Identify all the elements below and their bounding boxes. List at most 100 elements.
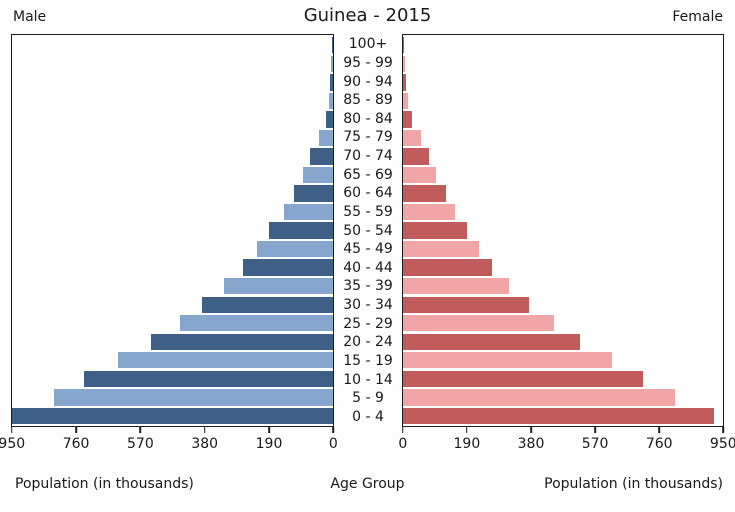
female-row-40-44 [403, 258, 723, 277]
age-group-caption: Age Group [330, 476, 405, 492]
bar-female-95-99 [403, 55, 405, 72]
female-axis-tick-label-0: 0 [398, 436, 408, 452]
bar-male-25-29 [179, 315, 333, 332]
male-axis-tick-label-570: 570 [127, 436, 154, 452]
female-axis-tick-label-380: 380 [517, 436, 545, 452]
bar-female-30-34 [403, 296, 529, 313]
age-label-40-44: 40 - 44 [343, 259, 393, 276]
bar-male-90-94 [330, 74, 333, 91]
bar-female-100+ [403, 37, 404, 54]
female-axis-tick-label-190: 190 [453, 436, 481, 452]
female-header-label: Female [672, 9, 723, 25]
female-row-35-39 [403, 277, 723, 296]
female-row-5-9 [403, 388, 723, 407]
bar-male-50-54 [269, 222, 333, 239]
male-bars [12, 35, 333, 426]
male-row-45-49 [12, 240, 333, 259]
bar-female-35-39 [403, 277, 510, 295]
male-axis-tick-mark-380 [203, 427, 206, 433]
bar-female-70-74 [403, 148, 429, 165]
female-row-70-74 [403, 147, 723, 166]
age-label-100+: 100+ [348, 36, 388, 53]
female-row-90-94 [403, 73, 723, 92]
female-axis-tick-mark-570 [594, 427, 596, 433]
bar-female-65-69 [403, 166, 436, 184]
bar-female-40-44 [403, 259, 492, 276]
male-axis-tick-label-950: 950 [0, 436, 26, 452]
male-row-30-34 [12, 295, 333, 314]
bar-male-40-44 [243, 259, 333, 276]
age-label-10-14: 10 - 14 [343, 371, 393, 388]
bar-female-15-19 [403, 352, 612, 369]
female-row-25-29 [403, 314, 723, 333]
male-row-70-74 [12, 147, 333, 166]
male-row-40-44 [12, 258, 333, 277]
female-row-45-49 [403, 240, 723, 259]
bar-female-45-49 [403, 240, 480, 258]
female-row-80-84 [403, 110, 723, 129]
bar-male-65-69 [302, 166, 333, 184]
age-label-30-34: 30 - 34 [343, 297, 393, 314]
female-bars [403, 35, 723, 426]
male-row-60-64 [12, 184, 333, 203]
male-row-80-84 [12, 110, 333, 129]
bar-female-10-14 [403, 370, 643, 388]
female-row-85-89 [403, 92, 723, 111]
female-axis-tick-mark-190 [466, 427, 468, 433]
male-row-95-99 [12, 55, 333, 74]
age-label-95-99: 95 - 99 [343, 54, 393, 71]
bar-female-20-24 [403, 333, 581, 350]
bar-female-90-94 [403, 74, 407, 91]
bar-male-55-59 [283, 203, 333, 221]
male-row-90-94 [12, 73, 333, 92]
female-row-95-99 [403, 55, 723, 74]
female-row-10-14 [403, 370, 723, 389]
bar-male-45-49 [257, 240, 333, 258]
male-axis-tick-mark-0 [332, 427, 335, 433]
bar-male-35-39 [223, 277, 333, 295]
bar-female-5-9 [403, 389, 676, 406]
age-label-80-84: 80 - 84 [343, 110, 393, 127]
female-row-15-19 [403, 351, 723, 370]
age-label-85-89: 85 - 89 [343, 92, 393, 109]
male-row-50-54 [12, 221, 333, 240]
age-label-65-69: 65 - 69 [343, 166, 393, 183]
age-label-50-54: 50 - 54 [343, 222, 393, 239]
age-label-75-79: 75 - 79 [343, 129, 393, 146]
bar-male-15-19 [118, 352, 333, 369]
male-row-100+ [12, 36, 333, 55]
male-axis-tick-mark-760 [75, 427, 77, 433]
bar-female-80-84 [403, 111, 413, 128]
bar-male-75-79 [318, 129, 333, 147]
female-axis-caption: Population (in thousands) [544, 476, 723, 492]
bar-female-85-89 [403, 92, 409, 110]
female-axis-tick-mark-0 [402, 427, 404, 433]
bar-male-30-34 [201, 296, 333, 313]
bar-male-5-9 [53, 389, 333, 406]
bar-male-70-74 [310, 148, 333, 165]
male-row-85-89 [12, 92, 333, 111]
bar-male-0-4 [12, 407, 333, 425]
male-row-0-4 [12, 407, 333, 426]
age-group-labels: 100+ 95 - 99 90 - 94 85 - 89 80 - 84 75 - 79 7… [334, 34, 402, 427]
male-axis-tick-mark-190 [268, 427, 270, 433]
age-label-55-59: 55 - 59 [343, 203, 393, 220]
age-label-0-4: 0 - 4 [352, 408, 384, 425]
female-row-100+ [403, 36, 723, 55]
age-label-60-64: 60 - 64 [343, 185, 393, 202]
male-axis-tick-label-0: 0 [328, 436, 338, 452]
male-header-label: Male [13, 9, 47, 25]
male-row-20-24 [12, 333, 333, 352]
bar-female-25-29 [403, 315, 554, 332]
female-axis-tick-mark-760 [658, 427, 660, 433]
male-row-25-29 [12, 314, 333, 333]
bar-male-60-64 [294, 185, 333, 202]
female-axis-tick-label-950: 950 [709, 436, 735, 452]
female-row-65-69 [403, 166, 723, 185]
bar-female-60-64 [403, 185, 446, 202]
male-axis-tick-label-760: 760 [62, 436, 90, 452]
male-row-15-19 [12, 351, 333, 370]
male-row-35-39 [12, 277, 333, 296]
female-row-30-34 [403, 295, 723, 314]
